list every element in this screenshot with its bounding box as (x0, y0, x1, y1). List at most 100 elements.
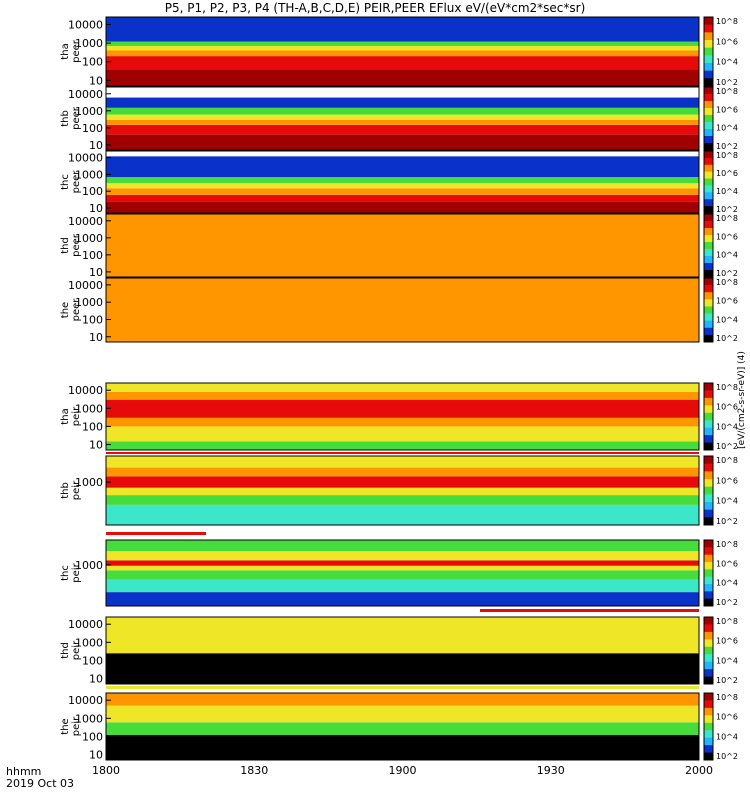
the-peir-colorbar-seg-8 (704, 752, 713, 761)
tha-peer-ytick-label-1: 1000 (75, 37, 103, 50)
the-peir-ytick-label-3: 10 (89, 749, 103, 762)
thc-peir-ytick-label-0: 1000 (75, 559, 103, 572)
the-peir-band-1 (106, 722, 699, 735)
thb-peir-ylabel-1: peir (71, 480, 82, 500)
thc-peer-band-3 (106, 183, 699, 189)
tha-peir-colorbar-frame (703, 382, 714, 451)
thb-peir-band-0 (106, 504, 699, 525)
thc-peer-colorbar-frame (703, 150, 714, 214)
thc-peer-band-4 (106, 177, 699, 184)
thd-peir-ytick-label-0: 10000 (68, 618, 103, 631)
the-peer-colorbar-seg-2 (704, 292, 713, 300)
thd-peer-colorbar-seg-1 (704, 221, 713, 229)
thb-peer-colorbar-seg-0 (704, 87, 713, 95)
thb-peir-ylabel-0: thb (60, 482, 71, 499)
the-peer-colorbar-seg-5 (704, 313, 713, 322)
thd-peer-ytick-label-0: 10000 (68, 215, 103, 228)
thc-peer-colorbar-seg-5 (704, 185, 713, 193)
thd-peer-ylabel-1: peer (71, 233, 82, 257)
thb-peir-frame (105, 455, 700, 526)
thc-peer-band-1 (106, 194, 699, 202)
thc-peer-band-2 (106, 188, 699, 195)
the-peer-frame (105, 277, 700, 343)
thb-peir-colorbar-seg-8 (704, 517, 713, 526)
thd-peir-colorbar-seg-2 (704, 631, 713, 640)
thd-peir-ylabel-0: thd (60, 642, 71, 659)
thb-peer-frame (105, 86, 700, 151)
thd-peir-colorbar-seg-0 (704, 617, 713, 625)
the-peer-ytick-label-3: 10 (89, 331, 103, 344)
the-peir-colorbar-seg-3 (704, 715, 713, 724)
thc-peer-colorbar-seg-0 (704, 151, 713, 159)
thd-peer-ytick-label-1: 1000 (75, 232, 103, 245)
the-peer-colorbar-frame (703, 277, 714, 343)
thb-peir-colorbar-seg-7 (704, 509, 713, 518)
the-peir-colorbar-seg-2 (704, 707, 713, 716)
thd-peir-ytick-label-3: 10 (89, 673, 103, 686)
thd-peer-colorbar-label-2: 10^4 (716, 251, 738, 260)
tha-peer-ytick-label-0: 10000 (68, 18, 103, 31)
thd-peer-colorbar-seg-2 (704, 228, 713, 236)
tha-peir-ylabel-0: tha (60, 408, 71, 424)
thb-peer-band-1 (106, 124, 699, 135)
the-peir-colorbar-seg-7 (704, 745, 713, 754)
tha-peer-colorbar-label-3: 10^2 (716, 78, 738, 87)
time-tick-label-2: 1900 (389, 764, 417, 777)
tha-peer-colorbar-seg-0 (704, 17, 713, 26)
the-peer-colorbar-label-3: 10^2 (716, 334, 738, 343)
thb-peer-colorbar-label-3: 10^2 (716, 142, 738, 151)
tha-peir-band-5 (106, 383, 699, 392)
thb-peer-colorbar-seg-5 (704, 122, 713, 130)
thd-peir-ytick-label-2: 100 (82, 654, 103, 667)
thd-peir-band-1 (106, 617, 699, 654)
thb-peir-colorbar-seg-6 (704, 502, 713, 511)
thb-peer-colorbar-seg-1 (704, 94, 713, 102)
thb-peir-band-3 (106, 476, 699, 488)
thd-peer-ytick-label-2: 100 (82, 249, 103, 262)
the-peir-top-strip (106, 686, 699, 689)
thc-peir-colorbar-seg-6 (704, 584, 713, 592)
thc-peer-colorbar-seg-3 (704, 171, 713, 180)
thc-peir-colorbar-seg-5 (704, 576, 713, 585)
tha-peir-band-3 (106, 399, 699, 418)
thd-peer-colorbar-seg-5 (704, 249, 713, 257)
the-peer-colorbar-label-1: 10^6 (716, 297, 738, 306)
the-peir-colorbar-frame (703, 692, 714, 761)
thc-peer-ytick-label-3: 10 (89, 202, 103, 215)
thc-peir-colorbar-label-2: 10^4 (716, 579, 738, 588)
tha-peir-colorbar-label-2: 10^4 (716, 422, 738, 431)
the-peir-ytick-label-2: 100 (82, 730, 103, 743)
thb-peer-colorbar-seg-3 (704, 108, 713, 116)
thb-peer-band-3 (106, 114, 699, 120)
tha-peer-colorbar-seg-7 (704, 70, 713, 79)
thc-peer-colorbar-seg-7 (704, 199, 713, 207)
thb-peer-colorbar-frame (703, 86, 714, 151)
thc-peir-band-0 (106, 592, 699, 606)
thd-peir-colorbar-frame (703, 616, 714, 685)
thc-peir-band-1 (106, 579, 699, 593)
thc-peir-band-4 (106, 560, 699, 566)
tha-peer-ytick-label-3: 10 (89, 74, 103, 87)
thd-peer-colorbar-seg-8 (704, 270, 713, 278)
thb-peer-ytick-label-3: 10 (89, 139, 103, 152)
the-peir-colorbar-seg-5 (704, 730, 713, 739)
tha-peer-colorbar-seg-4 (704, 47, 713, 56)
the-peir-ylabel-1: peir (71, 716, 82, 736)
date-label: 2019 Oct 03 (6, 777, 75, 790)
the-peer-colorbar-seg-6 (704, 320, 713, 329)
thd-peir-ylabel-1: peir (71, 640, 82, 660)
thb-peer-ytick-label-1: 1000 (75, 105, 103, 118)
thd-peir-colorbar-seg-6 (704, 661, 713, 670)
tha-peer-band-3 (106, 45, 699, 51)
thc-peer-colorbar-seg-1 (704, 157, 713, 166)
thc-peir-colorbar-seg-0 (704, 540, 713, 548)
thd-peir-band-0 (106, 653, 699, 684)
tha-peir-colorbar-label-3: 10^2 (716, 442, 738, 451)
thc-peir-colorbar-label-3: 10^2 (716, 598, 738, 607)
thd-peer-colorbar-seg-6 (704, 256, 713, 264)
tha-peir-band-1 (106, 426, 699, 442)
tha-peir-frame (105, 382, 700, 451)
the-peer-colorbar-seg-7 (704, 327, 713, 336)
thd-peir-frame (105, 616, 700, 685)
tha-peer-colorbar-label-2: 10^4 (716, 58, 738, 67)
